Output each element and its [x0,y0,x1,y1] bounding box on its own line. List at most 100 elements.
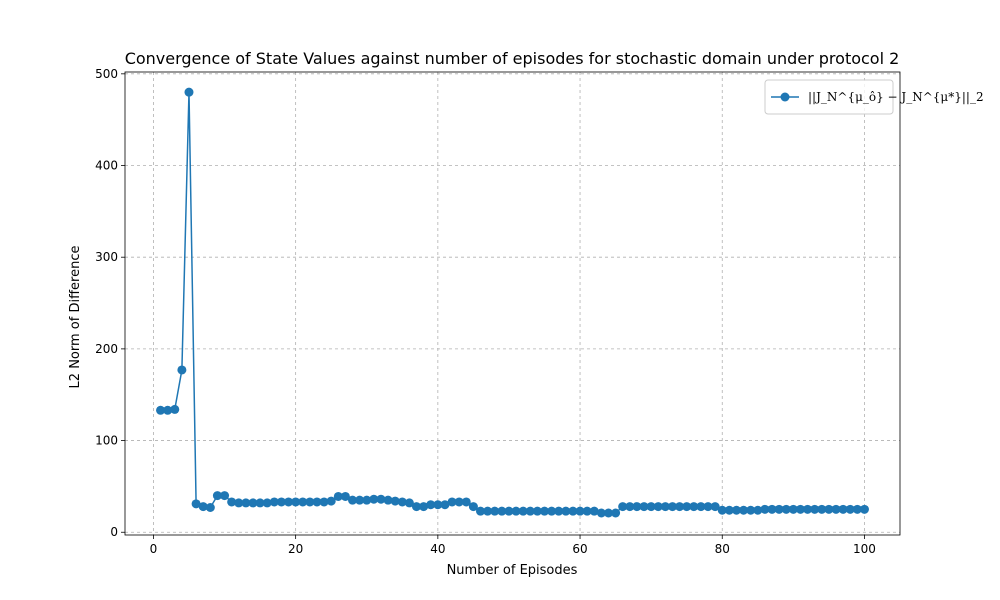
data-point [227,497,237,507]
x-tick-label: 80 [715,542,730,556]
data-point [376,494,386,504]
data-point [710,502,720,512]
data-point [703,502,713,512]
data-point [383,495,393,505]
data-point [667,502,677,512]
data-point [468,502,478,512]
data-point [795,504,805,514]
data-point [412,502,422,512]
data-point [355,495,365,505]
data-point [234,498,244,508]
data-point [191,499,201,509]
data-point [660,502,670,512]
data-point [255,498,265,508]
x-axis: 0 20 40 60 80 100 [150,535,876,556]
data-point [454,497,464,507]
legend: ||J_N^{μ_ô} − J_N^{μ*}||_2 [764,79,984,115]
y-tick-label: 300 [95,250,118,264]
data-point [319,497,329,507]
data-point [831,504,841,514]
x-tick-label: 0 [150,542,158,556]
data-point [476,506,485,516]
data-point [305,497,315,507]
data-point [340,491,350,501]
data-point [497,506,507,516]
data-point [397,497,407,507]
data-point [589,506,599,516]
data-point [788,504,798,514]
data-point [568,506,578,516]
data-point [369,494,379,504]
data-point [696,502,706,512]
data-point [312,497,322,507]
data-point [760,504,770,514]
data-point [170,404,180,414]
chart-title: Convergence of State Values against numb… [125,49,900,68]
data-point [731,505,741,515]
data-point [390,496,400,506]
data-point [362,495,372,505]
data-point [426,500,436,510]
data-point [518,506,528,516]
data-point [632,502,642,512]
data-point [333,491,343,501]
data-point [547,506,557,516]
grid [125,72,900,535]
y-tick-label: 500 [95,67,118,81]
legend-entry-label: ||J_N^{μ_ô} − J_N^{μ*}||_2 [808,90,984,104]
y-tick-label: 200 [95,342,118,356]
y-tick-label: 100 [95,434,118,448]
data-point [646,502,656,512]
data-point [447,497,457,507]
data-point [767,504,777,514]
data-point [532,506,542,516]
data-point [198,502,208,512]
data-point [404,498,414,508]
data-point [291,497,301,507]
data-point [824,504,834,514]
data-point [483,506,493,516]
data-point [817,504,827,514]
data-point [554,506,564,516]
data-point [639,502,649,512]
plot-frame [124,71,901,536]
data-point [575,506,585,516]
data-point [540,506,549,516]
data-point [490,506,500,516]
data-point [810,504,820,514]
data-point [582,506,592,516]
data-point [269,497,279,507]
data-point [298,497,308,507]
x-tick-label: 40 [430,542,445,556]
data-point [262,498,272,508]
data-point [525,506,535,516]
data-point [212,491,222,501]
data-point [724,505,734,515]
data-point [774,504,784,514]
data-point [184,87,194,97]
data-point [461,497,471,507]
data-point [739,505,749,515]
y-axis: 0 100 200 300 400 500 [95,67,125,539]
data-point [276,497,286,507]
data-point [689,502,699,512]
data-point [852,504,862,514]
data-point [220,491,230,501]
y-tick-label: 0 [110,525,118,539]
data-point [746,505,756,515]
data-point [163,405,173,415]
y-tick-label: 400 [95,159,118,173]
data-point [611,508,621,518]
data-point [753,505,763,515]
y-axis-label: L2 Norm of Difference [68,246,83,389]
data-point [596,508,606,518]
data-point [177,365,187,375]
data-point [205,503,215,512]
x-axis-label: Number of Episodes [447,563,578,578]
data-point [156,405,166,415]
data-point [625,502,635,512]
data-point [419,502,429,512]
data-point [284,497,294,507]
legend-marker [780,92,790,102]
